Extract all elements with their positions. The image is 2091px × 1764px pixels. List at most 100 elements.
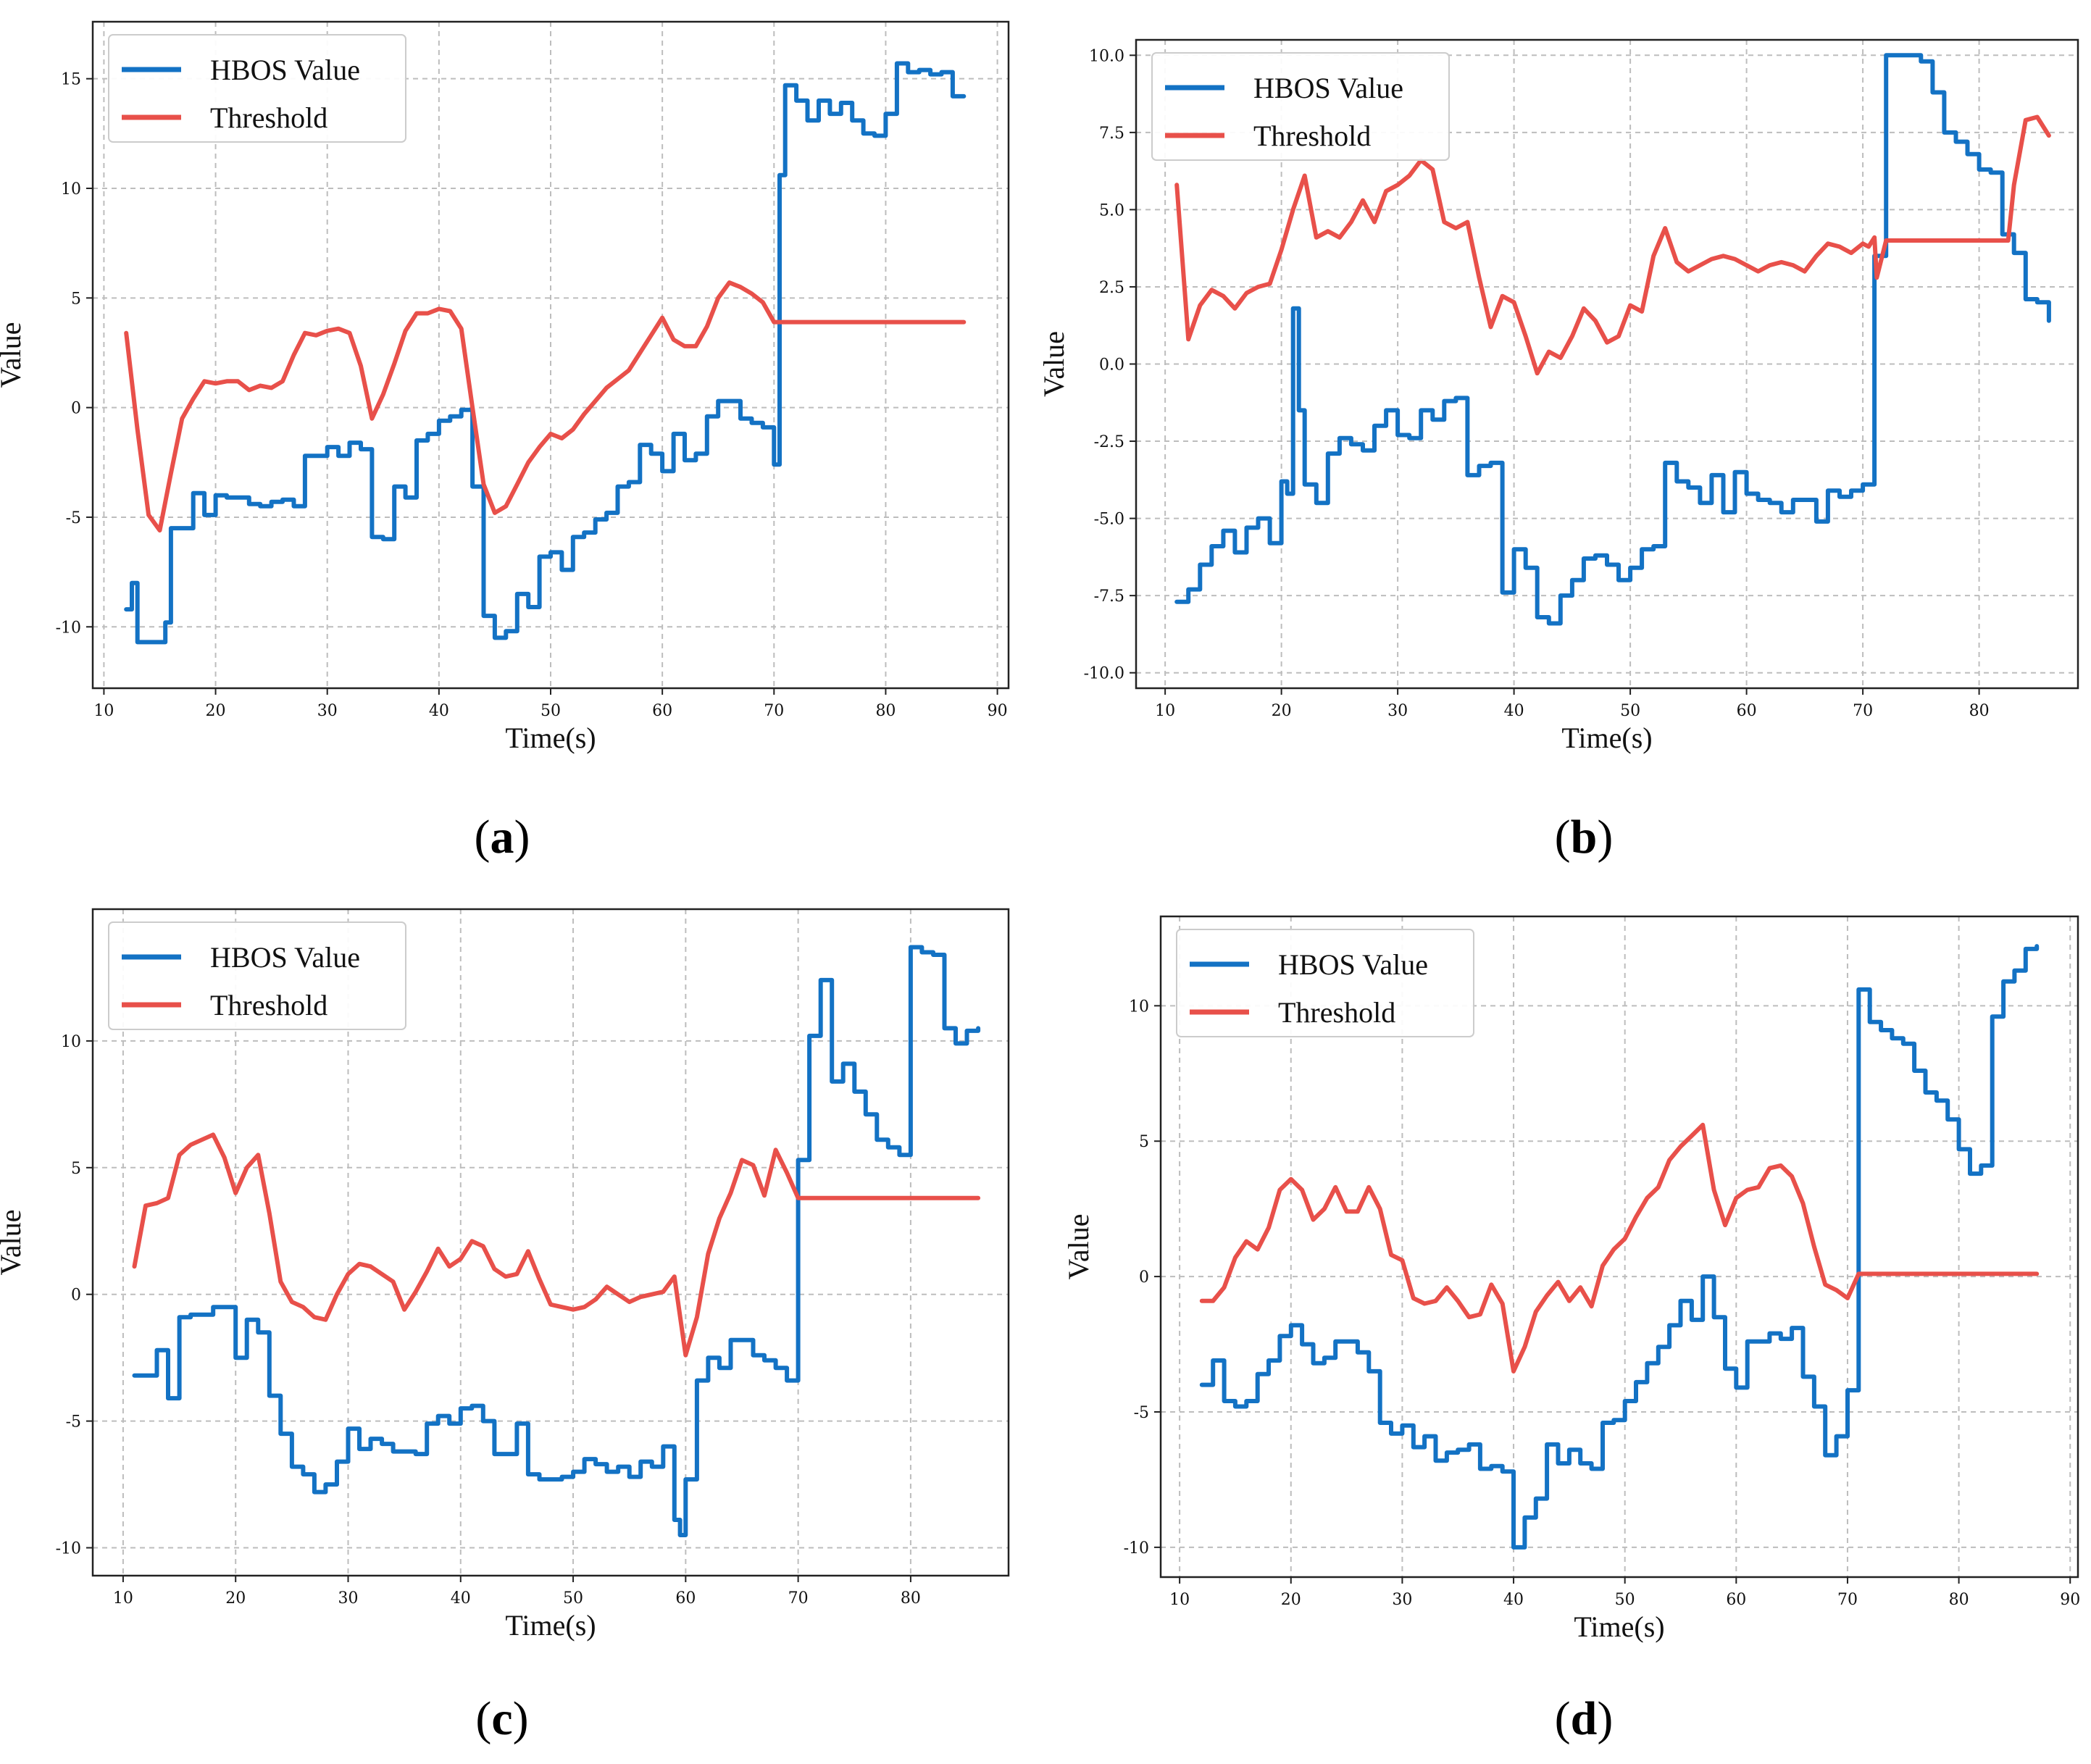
- legend-label-threshold: Threshold: [1253, 120, 1371, 152]
- legend-label-threshold: Threshold: [210, 989, 327, 1021]
- y-axis-label: Value: [0, 1209, 27, 1275]
- plot-frame: [1135, 38, 2079, 690]
- y-tick-label: 5.0: [1099, 201, 1124, 220]
- x-tick-label: 30: [1387, 702, 1408, 720]
- y-tick-label: -10: [56, 619, 81, 637]
- legend-box: [1176, 929, 1474, 1037]
- x-tick-label: 20: [206, 702, 226, 720]
- y-tick-label: 2.5: [1099, 279, 1124, 297]
- x-tick-label: 80: [901, 1589, 921, 1608]
- y-axis-label: Value: [1062, 1213, 1095, 1279]
- x-tick-label: 60: [652, 702, 672, 720]
- y-tick-label: -7.5: [1094, 588, 1124, 606]
- legend-box: [1151, 52, 1450, 161]
- x-tick-label: 40: [1503, 1591, 1524, 1609]
- y-axis-label: Value: [0, 322, 27, 388]
- x-tick-label: 10: [1169, 1591, 1190, 1609]
- threshold-line: [1174, 114, 2051, 376]
- legend-label-hbos: HBOS Value: [1253, 72, 1403, 104]
- x-tick-label: 80: [1949, 1591, 1969, 1609]
- y-tick-label: 5: [71, 290, 81, 308]
- hbos-value-line: [1174, 53, 2051, 626]
- threshold-line: [1199, 1122, 2040, 1374]
- hbos-value-line: [1199, 944, 2040, 1550]
- hbos-value-line: [132, 945, 981, 1537]
- x-tick-label: 70: [788, 1589, 809, 1608]
- x-tick-label: 80: [875, 702, 896, 720]
- y-tick-label: 0.0: [1099, 356, 1124, 375]
- x-tick-label: 30: [338, 1589, 358, 1608]
- x-tick-label: 40: [1504, 702, 1524, 720]
- legend-label-hbos: HBOS Value: [1278, 948, 1428, 981]
- legend-label-threshold: Threshold: [210, 101, 327, 134]
- legend-label-hbos: HBOS Value: [210, 941, 360, 974]
- grid-a: [93, 22, 1009, 688]
- caption-b: (b): [1554, 811, 1614, 864]
- x-tick-label: 70: [1837, 1591, 1858, 1609]
- threshold-line: [132, 1132, 981, 1358]
- x-tick-label: 60: [675, 1589, 696, 1608]
- x-tick-label: 10: [93, 702, 114, 720]
- y-tick-label: 0: [1139, 1268, 1149, 1287]
- y-tick-label: -5: [66, 509, 81, 527]
- legend-c: HBOS Value Threshold: [108, 921, 406, 1030]
- y-tick-label: 15: [61, 71, 81, 89]
- x-tick-label: 50: [541, 702, 561, 720]
- x-tick-label: 10: [113, 1589, 133, 1608]
- x-tick-label: 30: [317, 702, 338, 720]
- x-tick-label: 20: [1281, 1591, 1301, 1609]
- x-tick-label: 60: [1726, 1591, 1746, 1609]
- plot-frame: [91, 20, 1010, 690]
- caption-c: (c): [475, 1692, 529, 1745]
- y-axis-label: Value: [1038, 331, 1070, 397]
- y-tick-label: 5: [1139, 1133, 1149, 1151]
- hbos-value-line: [124, 61, 967, 645]
- x-tick-label: 70: [764, 702, 784, 720]
- x-axis-label: Time(s): [1561, 722, 1652, 754]
- x-tick-label: 40: [429, 702, 449, 720]
- y-tick-label: 10.0: [1089, 47, 1124, 65]
- y-tick-label: -10.0: [1084, 665, 1124, 683]
- x-tick-label: 90: [2060, 1591, 2080, 1609]
- x-tick-label: 50: [1620, 702, 1640, 720]
- y-tick-label: 10: [1129, 998, 1149, 1016]
- y-tick-label: 7.5: [1099, 125, 1124, 143]
- x-tick-label: 20: [225, 1589, 246, 1608]
- x-tick-label: 50: [563, 1589, 583, 1608]
- x-tick-label: 70: [1853, 702, 1873, 720]
- x-tick-label: 80: [1969, 702, 1990, 720]
- legend-box: [108, 921, 406, 1030]
- grid-d: [1161, 916, 2078, 1577]
- y-tick-label: 0: [71, 400, 81, 418]
- legend-label-threshold: Threshold: [1278, 996, 1395, 1029]
- y-tick-label: 10: [61, 1033, 81, 1051]
- plot-frame: [1159, 915, 2079, 1579]
- x-tick-label: 90: [988, 702, 1008, 720]
- y-tick-label: 10: [61, 180, 81, 198]
- x-axis-label: Time(s): [505, 1609, 596, 1642]
- x-tick-label: 20: [1272, 702, 1292, 720]
- x-tick-label: 30: [1392, 1591, 1412, 1609]
- y-tick-label: 0: [71, 1287, 81, 1305]
- legend-box: [108, 34, 406, 143]
- caption-a: (a): [474, 811, 530, 864]
- caption-d: (d): [1554, 1692, 1614, 1745]
- y-tick-label: -5: [66, 1413, 81, 1431]
- y-tick-label: -5.0: [1094, 511, 1124, 529]
- legend-label-hbos: HBOS Value: [210, 54, 360, 86]
- x-tick-label: 10: [1155, 702, 1175, 720]
- legend-d: HBOS Value Threshold: [1176, 929, 1474, 1037]
- x-tick-label: 40: [451, 1589, 471, 1608]
- x-tick-label: 50: [1615, 1591, 1635, 1609]
- legend-b: HBOS Value Threshold: [1151, 52, 1450, 161]
- y-tick-label: -10: [1124, 1539, 1149, 1558]
- y-tick-label: 5: [71, 1160, 81, 1178]
- y-tick-label: -5: [1134, 1404, 1149, 1422]
- x-axis-label: Time(s): [1574, 1610, 1664, 1643]
- y-tick-label: -2.5: [1094, 433, 1124, 451]
